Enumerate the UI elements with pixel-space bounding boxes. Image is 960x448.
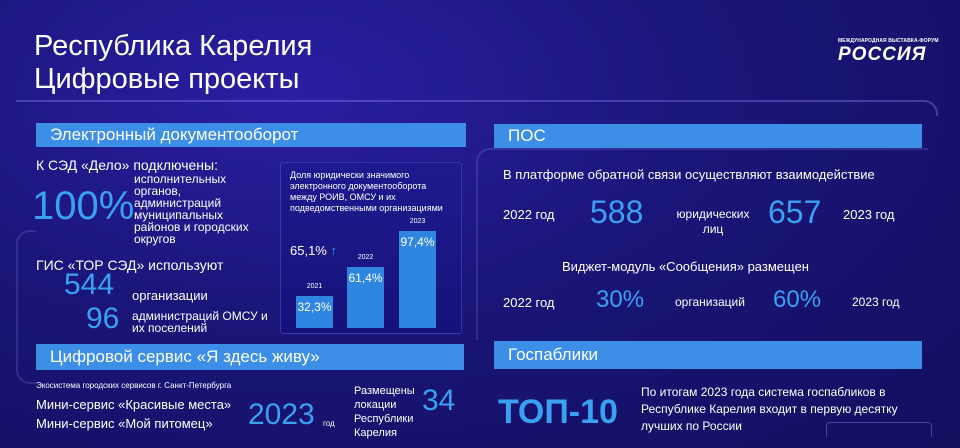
section-heading-pos: ПОС — [494, 124, 922, 148]
orgs-number: 544 — [64, 268, 115, 301]
percent-description: исполнительных органов, администраций му… — [134, 172, 249, 246]
chart-category-label: 2021 — [306, 282, 323, 290]
chart-category-label: 2022 — [357, 253, 374, 261]
chart-value-label: 61,4% — [348, 270, 383, 285]
chart-growth-label: 65,1% ↑ — [290, 243, 337, 258]
deco-corner-box — [826, 422, 932, 437]
chart-bar-2022 — [347, 266, 384, 328]
service-year-suffix: год — [323, 419, 335, 428]
chart-card: Доля юридически значимого электронного д… — [280, 162, 462, 334]
service-year: 2023 — [248, 398, 315, 431]
title-line-2: Цифровые проекты — [34, 63, 300, 95]
publics-description: По итогам 2023 года система госпабликов … — [641, 385, 898, 433]
mini-service-1: Мини-сервис «Красивые места» — [36, 397, 232, 412]
logo: МЕЖДУНАРОДНАЯ ВЫСТАВКА-ФОРУМ РОССИЯ — [838, 38, 939, 66]
admins-label: администраций ОМСУ и их поселений — [132, 309, 268, 335]
title-line-1: Республика Карелия — [34, 30, 313, 62]
mini-service-2: Мини-сервис «Мой питомец» — [36, 416, 213, 431]
admins-number: 96 — [86, 302, 120, 335]
chart-value-label: 32,3% — [297, 299, 332, 314]
deco-frame-low — [16, 230, 36, 384]
chart-plot: 32,3% 2021 61,4% 2022 97,4% 2023 — [281, 163, 461, 333]
widget-mid-label: организаций — [675, 295, 745, 309]
deco-frame-top — [16, 100, 938, 116]
logo-wordmark: РОССИЯ — [838, 44, 927, 65]
chart-value-label: 97,4% — [400, 234, 435, 249]
placed-number: 34 — [422, 384, 456, 417]
pos-year-2022: 2022 год — [503, 207, 555, 222]
pos-mid-label: юридических лиц — [676, 207, 750, 236]
widget-value-2023: 60% — [773, 286, 822, 313]
placed-text: Размещены локации Республики Карелия — [354, 385, 415, 439]
gis-uses-text: ГИС «ТОР СЭД» используют — [36, 257, 224, 273]
section-heading-service: Цифровой сервис «Я здесь живу» — [36, 344, 464, 370]
deco-frame-mid — [476, 148, 928, 340]
ecosystem-text: Экосистема городских сервисов г. Санкт-П… — [36, 381, 232, 390]
section-heading-publics: Госпаблики — [494, 341, 922, 369]
growth-arrow-icon: ↑ — [330, 243, 338, 258]
widget-value-2022: 30% — [596, 286, 645, 313]
chart-category-label: 2023 — [409, 217, 426, 225]
pos-platform-text: В платформе обратной связи осуществляют … — [503, 167, 875, 182]
section-heading-edo: Электронный документооборот — [36, 123, 466, 147]
logo-subtitle: МЕЖДУНАРОДНАЯ ВЫСТАВКА-ФОРУМ — [838, 38, 939, 44]
widget-text: Виджет-модуль «Сообщения» размещен — [562, 259, 809, 274]
percent-100: 100% — [32, 184, 135, 228]
orgs-label: организации — [132, 288, 208, 303]
top10-label: ТОП-10 — [498, 393, 618, 431]
sed-connected-text: К СЭД «Дело» подключены: — [36, 157, 218, 173]
pos-year-2023: 2023 год — [843, 207, 895, 222]
pos-value-2023: 657 — [768, 194, 822, 230]
widget-year-2022: 2022 год — [503, 295, 555, 310]
growth-value: 65,1% — [290, 243, 327, 258]
page-title: Республика Карелия Цифровые проекты — [34, 30, 312, 96]
chart-title: Доля юридически значимого электронного д… — [290, 170, 443, 213]
widget-year-2023: 2023 год — [852, 295, 900, 309]
chart-bar-2023 — [399, 230, 436, 328]
pos-value-2022: 588 — [590, 194, 644, 230]
chart-bar-2021 — [296, 295, 333, 328]
